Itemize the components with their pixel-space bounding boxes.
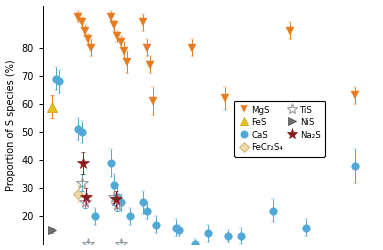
Legend: MgS, FeS, CaS, FeCr₂S₄, TiS, NiS, Na₂S: MgS, FeS, CaS, FeCr₂S₄, TiS, NiS, Na₂S [234,101,325,156]
Y-axis label: Proportion of S species (%): Proportion of S species (%) [6,59,16,191]
